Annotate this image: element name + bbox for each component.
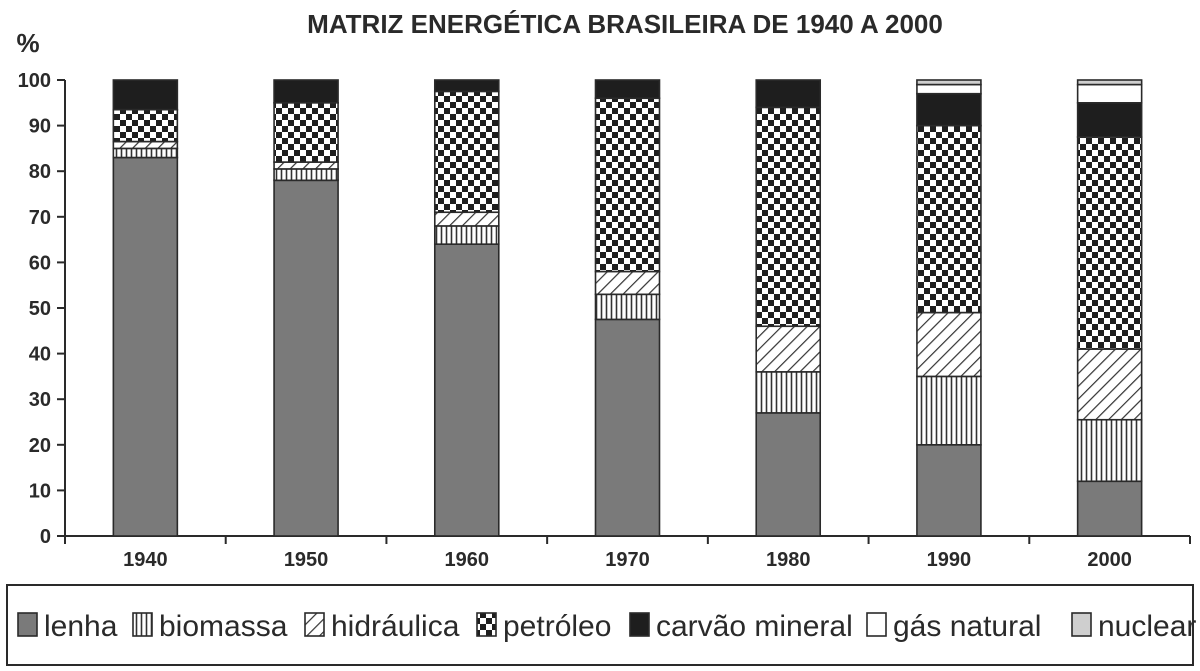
bars: [112, 79, 1143, 537]
bar-segment: [916, 375, 982, 446]
y-tick-label: 60: [29, 252, 51, 274]
legend: lenha biomassa hidráulica petróleo carvão mi…: [6, 584, 1196, 666]
x-tick-label: 1970: [605, 549, 650, 571]
x-tick-label: 1990: [927, 549, 972, 571]
x-tick-label: 1980: [766, 549, 811, 571]
bar-segment: [273, 168, 339, 182]
bar-segment: [433, 211, 500, 227]
bar-segment: [112, 140, 179, 150]
bar-segment: [1076, 79, 1143, 86]
bar-segment: [1076, 480, 1143, 537]
legend-swatch: [132, 612, 153, 637]
bar-segment: [433, 79, 500, 93]
x-axis: 1940 1950 1960 1970 1980 1990 2000: [64, 535, 1191, 571]
bar-segment: [755, 106, 822, 328]
legend-label: petróleo: [503, 610, 611, 643]
y-tick-label: 30: [29, 389, 51, 411]
bar-segment: [433, 90, 500, 214]
y-tick-label: 90: [29, 116, 51, 138]
legend-swatch: [866, 612, 887, 637]
y-axis-label: %: [16, 28, 39, 58]
legend-label: biomassa: [159, 610, 288, 643]
y-tick-label: 100: [18, 70, 51, 92]
legend-label: lenha: [44, 610, 118, 643]
bar-segment: [112, 156, 179, 537]
bar-segment: [112, 108, 179, 143]
bar-segment: [755, 412, 822, 537]
bar-segment: [594, 318, 661, 537]
y-tick-label: 20: [29, 435, 51, 457]
bar-segment: [594, 270, 661, 296]
y-tick-label: 0: [40, 526, 51, 548]
legend-label: carvão mineral: [656, 610, 853, 643]
legend-swatch: [1071, 612, 1092, 637]
bar-segment: [1076, 418, 1143, 483]
bar-segment: [594, 97, 661, 273]
y-axis: 0 10 20 30 40 50 60 70 80 90 100: [18, 70, 66, 548]
bar-segment: [273, 102, 339, 163]
bar-segment: [755, 79, 822, 109]
x-tick-label: 1960: [445, 549, 490, 571]
bar-segment: [273, 179, 339, 537]
x-tick-label: 1950: [284, 549, 329, 571]
y-tick-label: 40: [29, 344, 51, 366]
bar-segment: [755, 325, 822, 373]
x-tick-label: 2000: [1087, 549, 1132, 571]
bar-segment: [433, 243, 500, 537]
bar-segment: [1076, 348, 1143, 421]
bar-segment: [273, 161, 339, 170]
bar-segment: [273, 79, 339, 104]
bar-segment: [1076, 83, 1143, 104]
legend-swatch: [629, 612, 650, 637]
y-tick-label: 50: [29, 298, 51, 320]
legend-label: gás natural: [893, 610, 1041, 643]
legend-swatch: [476, 612, 497, 637]
x-tick-label: 1940: [123, 549, 168, 571]
bar-segment: [594, 79, 661, 100]
bar-segment: [1076, 136, 1143, 350]
bar-segment: [112, 79, 179, 111]
bar-segment: [916, 79, 982, 86]
chart-title: MATRIZ ENERGÉTICA BRASILEIRA DE 1940 A 2…: [307, 9, 943, 39]
bar-segment: [916, 83, 982, 95]
bar-segment: [916, 124, 982, 314]
legend-frame: [6, 584, 1194, 666]
legend-swatch: [304, 612, 325, 637]
bar-segment: [916, 311, 982, 378]
legend-label: hidráulica: [331, 610, 460, 643]
bar-segment: [433, 225, 500, 245]
bar-segment: [755, 371, 822, 414]
bar-segment: [916, 92, 982, 127]
y-tick-label: 80: [29, 161, 51, 183]
legend-label: nuclear: [1098, 610, 1196, 643]
legend-swatch: [17, 612, 38, 637]
bar-segment: [1076, 102, 1143, 138]
bar-segment: [594, 293, 661, 321]
bar-segment: [916, 443, 982, 537]
y-tick-label: 70: [29, 207, 51, 229]
y-tick-label: 10: [29, 480, 51, 502]
bar-segment: [112, 147, 179, 159]
